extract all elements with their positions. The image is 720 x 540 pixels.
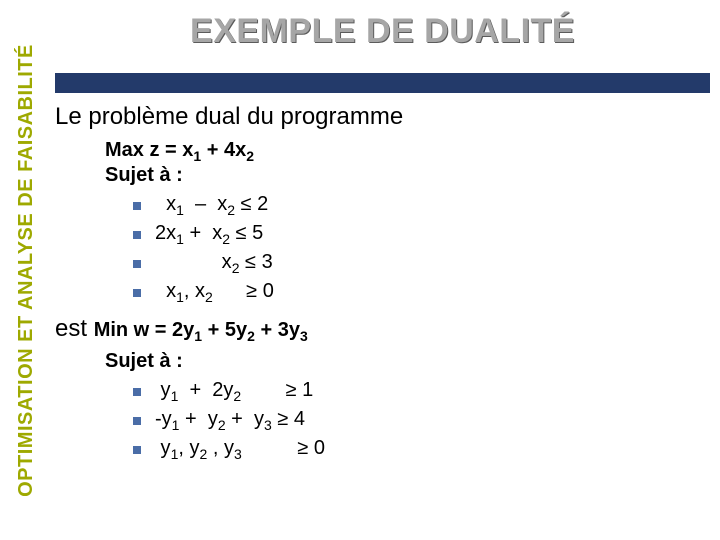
constraint-text: 2x1 + x2 ≤ 5 [155,222,263,247]
primal-obj-mid: + 4x [201,139,246,161]
primal-constraints: x1 – x2 ≤ 2 2x1 + x2 ≤ 5 x2 ≤ 3 x1, x2 ≥… [133,193,710,305]
dual-intro: est Min w = 2y1 + 5y2 + 3y3 [55,315,710,344]
bullet-icon [133,202,141,210]
dual-subject: Sujet à : [105,350,710,373]
constraint-row: y1 + 2y2 ≥ 1 [133,379,710,404]
constraint-row: -y1 + y2 + y3 ≥ 4 [133,408,710,433]
constraint-row: y1, y2 , y3 ≥ 0 [133,437,710,462]
page-title: EXEMPLE DE DUALITÉ [55,12,710,51]
bullet-icon [133,388,141,396]
bullet-icon [133,446,141,454]
constraint-text: -y1 + y2 + y3 ≥ 4 [155,408,305,433]
sidebar-label: OPTIMISATION ET ANALYSE DE FAISABILITÉ [15,44,38,497]
intro-text: Le problème dual du programme [55,103,710,131]
constraint-text: y1 + 2y2 ≥ 1 [155,379,313,404]
slide: OPTIMISATION ET ANALYSE DE FAISABILITÉ E… [0,0,720,540]
constraint-row: 2x1 + x2 ≤ 5 [133,222,710,247]
primal-obj-pre: Max z = x [105,139,193,161]
constraint-text: x1, x2 ≥ 0 [155,280,274,305]
constraint-row: x1 – x2 ≤ 2 [133,193,710,218]
primal-subject: Sujet à : [105,164,710,187]
constraint-text: x1 – x2 ≤ 2 [155,193,268,218]
title-underline-bar [55,73,710,93]
content-area: EXEMPLE DE DUALITÉ Le problème dual du p… [55,0,710,540]
dual-constraints: y1 + 2y2 ≥ 1 -y1 + y2 + y3 ≥ 4 y1, y2 , … [133,379,710,462]
bullet-icon [133,231,141,239]
bullet-icon [133,417,141,425]
dual-block: Sujet à : y1 + 2y2 ≥ 1 -y1 + y2 + y3 ≥ 4… [105,350,710,462]
primal-objective: Max z = x1 + 4x2 [105,139,710,164]
constraint-row: x1, x2 ≥ 0 [133,280,710,305]
bullet-icon [133,289,141,297]
bullet-icon [133,260,141,268]
constraint-row: x2 ≤ 3 [133,251,710,276]
dual-objective: Min w = 2y1 + 5y2 + 3y3 [94,319,308,341]
sidebar: OPTIMISATION ET ANALYSE DE FAISABILITÉ [12,0,40,540]
primal-block: Max z = x1 + 4x2 Sujet à : x1 – x2 ≤ 2 2… [105,139,710,305]
constraint-text: y1, y2 , y3 ≥ 0 [155,437,325,462]
constraint-text: x2 ≤ 3 [155,251,273,276]
est-prefix: est [55,315,94,342]
